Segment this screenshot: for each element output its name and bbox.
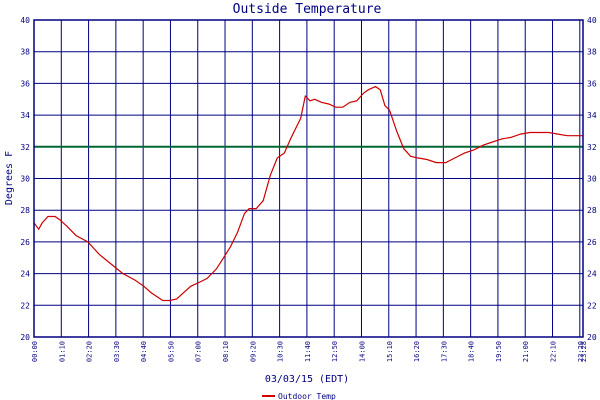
y-tick-label: 22	[20, 301, 30, 310]
x-tick-label: 23:20	[577, 341, 585, 362]
y-tick-label-right: 22	[587, 301, 597, 310]
x-tick-label: 10:30	[277, 341, 285, 362]
x-tick-label: 12:50	[331, 341, 339, 362]
x-tick-label: 16:20	[413, 341, 421, 362]
y-tick-label: 26	[20, 238, 30, 247]
plot-frame	[33, 19, 584, 338]
x-tick-label: 11:40	[304, 341, 312, 362]
x-tick-label: 05:50	[167, 341, 175, 362]
y-tick-label-right: 36	[587, 79, 597, 88]
x-tick-label: 09:20	[249, 341, 257, 362]
y-tick-label-right: 24	[587, 270, 597, 279]
x-tick-label: 03:30	[113, 341, 121, 362]
y-tick-label: 30	[20, 175, 30, 184]
x-tick-label: 22:10	[550, 341, 558, 362]
x-tick-labels: 00:00 01:10 02:20 03:30 04:40 05:50 07:00 08:10…	[31, 341, 588, 362]
y-tick-labels-right: 40 38 36 34 32 30 28 26 24 22 20	[587, 16, 597, 342]
series-line-outdoor-temp	[33, 85, 583, 302]
x-tick-label: 17:30	[440, 341, 448, 362]
x-tick-label: 23:28	[580, 341, 588, 362]
y-tick-label: 24	[20, 270, 30, 279]
x-tick-label: 00:00	[31, 341, 39, 362]
y-tick-label: 38	[20, 48, 30, 57]
y-tick-label: 28	[20, 206, 30, 215]
y-tick-label-right: 26	[587, 238, 597, 247]
y-tick-label: 34	[20, 111, 30, 120]
y-tick-label: 32	[20, 143, 30, 152]
y-tick-label-right: 40	[587, 16, 597, 25]
y-tick-labels-left: 40 38 36 34 32 30 28 26 24 22 20	[20, 16, 30, 342]
chart-title: Outside Temperature	[233, 2, 382, 17]
x-tick-label: 04:40	[140, 341, 148, 362]
x-tick-label: 21:00	[522, 341, 530, 362]
y-tick-label-right: 38	[587, 48, 597, 57]
y-tick-label-right: 30	[587, 175, 597, 184]
y-tick-label-right: 32	[587, 143, 597, 152]
x-tick-label: 15:10	[386, 341, 394, 362]
x-tick-label: 14:00	[358, 341, 366, 362]
x-tick-label: 02:20	[86, 341, 94, 362]
x-axis-label: 03/03/15 (EDT)	[265, 374, 349, 385]
x-tick-label: 18:40	[468, 341, 476, 362]
y-tick-label: 20	[20, 333, 30, 342]
y-tick-label-right: 28	[587, 206, 597, 215]
y-tick-label-right: 20	[587, 333, 597, 342]
x-tick-label: 19:50	[495, 341, 503, 362]
y-tick-label-right: 34	[587, 111, 597, 120]
y-tick-label: 40	[20, 16, 30, 25]
legend-label: Outdoor Temp	[278, 392, 336, 400]
x-tick-label: 08:10	[222, 341, 230, 362]
y-tick-label: 36	[20, 79, 30, 88]
x-tick-label: 07:00	[195, 341, 203, 362]
y-axis-label: Degrees F	[4, 151, 15, 205]
x-tick-label: 01:10	[58, 341, 66, 362]
